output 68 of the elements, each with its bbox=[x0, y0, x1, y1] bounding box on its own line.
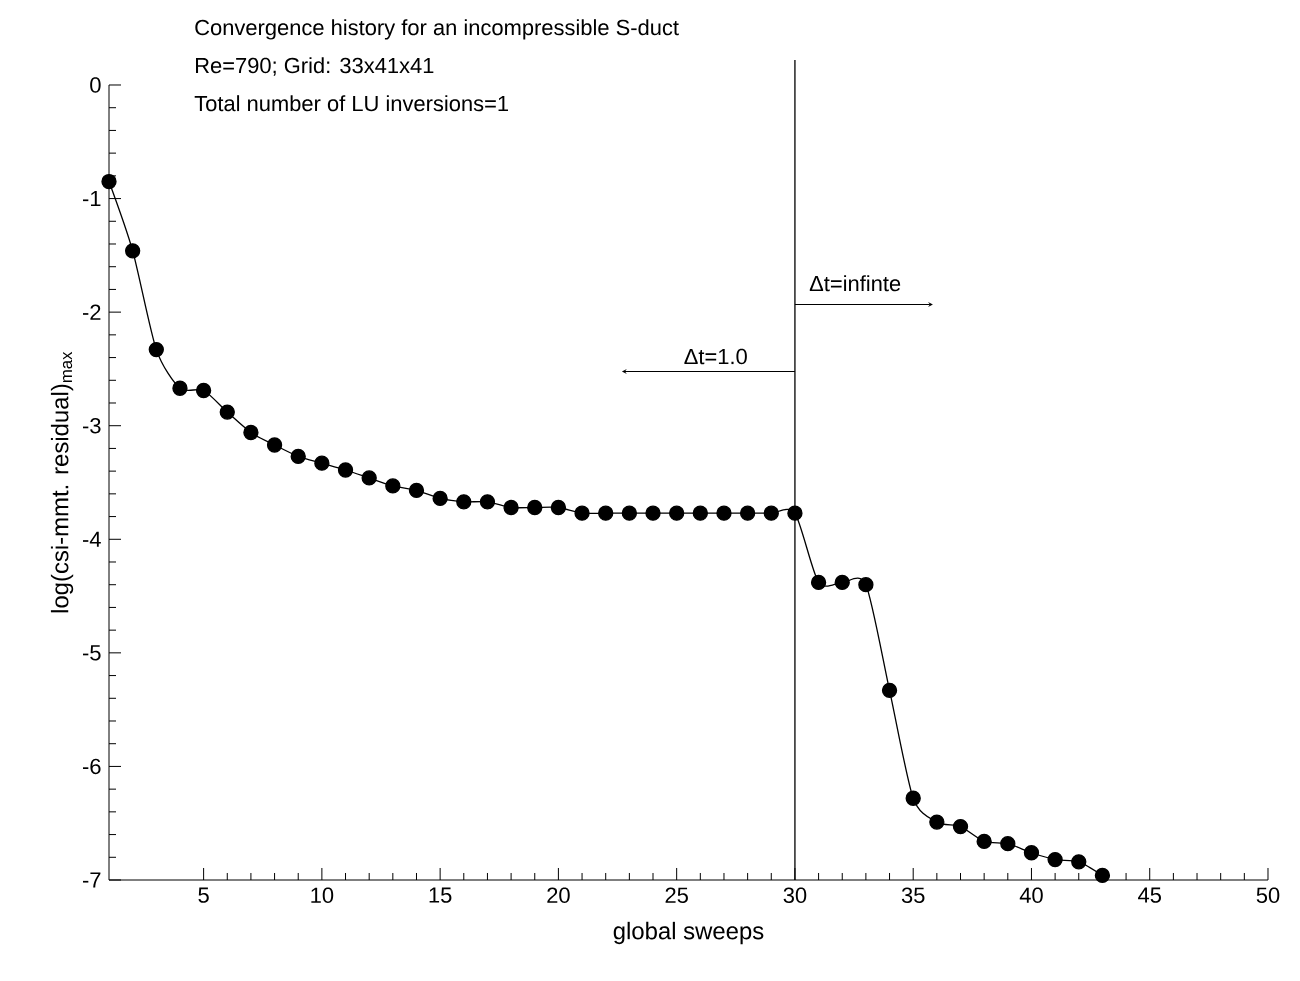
x-tick-label: 30 bbox=[783, 887, 807, 904]
point bbox=[1047, 851, 1063, 868]
point bbox=[337, 462, 354, 478]
point bbox=[881, 682, 898, 698]
point bbox=[787, 505, 803, 521]
point bbox=[621, 505, 638, 521]
annotation: Δt=1.0 bbox=[684, 348, 747, 365]
y-tick-label: -2 bbox=[82, 304, 101, 320]
y-tick-label: -3 bbox=[82, 417, 101, 434]
x-tick-label: 35 bbox=[901, 887, 925, 904]
point bbox=[148, 341, 164, 358]
point bbox=[669, 505, 685, 521]
x-tick-label: 50 bbox=[1256, 887, 1280, 904]
point bbox=[858, 577, 874, 593]
annotation: Δt=infinte bbox=[809, 275, 901, 292]
x-axis-title: global sweeps bbox=[613, 921, 764, 945]
y-tick-label: -4 bbox=[82, 531, 101, 547]
point bbox=[314, 455, 330, 471]
point bbox=[408, 482, 425, 499]
y-tick-label: -6 bbox=[82, 758, 101, 775]
x-tick-label: 40 bbox=[1019, 887, 1043, 904]
point bbox=[125, 243, 141, 259]
point bbox=[645, 505, 661, 521]
y-tick-label: -5 bbox=[82, 645, 101, 661]
y-tick-label: 0 bbox=[90, 77, 101, 93]
point bbox=[716, 505, 732, 521]
point bbox=[195, 382, 212, 399]
point bbox=[172, 380, 188, 396]
y-tick-label: -7 bbox=[82, 872, 101, 888]
chart-title: Convergence history for an incompressible S-duct bbox=[195, 19, 679, 40]
point bbox=[243, 424, 259, 441]
point bbox=[361, 470, 377, 486]
x-tick-label: 20 bbox=[547, 887, 570, 904]
point bbox=[598, 505, 614, 521]
point bbox=[479, 494, 496, 510]
y-tick-label: -1 bbox=[82, 191, 101, 207]
point bbox=[692, 505, 708, 521]
point bbox=[1071, 854, 1087, 870]
point bbox=[574, 505, 590, 521]
point bbox=[550, 499, 567, 516]
point bbox=[834, 574, 850, 591]
x-tick-label: 5 bbox=[198, 887, 209, 903]
point bbox=[527, 499, 543, 516]
point bbox=[385, 478, 401, 494]
point bbox=[219, 404, 235, 420]
x-tick-label: 25 bbox=[665, 887, 688, 904]
point bbox=[763, 505, 779, 521]
point bbox=[290, 448, 306, 465]
x-tick-label: 10 bbox=[311, 887, 334, 904]
point bbox=[952, 818, 969, 835]
point bbox=[976, 833, 992, 850]
point bbox=[1000, 836, 1016, 852]
point bbox=[503, 499, 519, 516]
point bbox=[101, 173, 117, 190]
chart-subtitle: Re=790; Grid: 33x41x41 bbox=[196, 57, 434, 76]
point bbox=[739, 505, 756, 521]
annotation: Total number of LU inversions=1 bbox=[194, 95, 509, 112]
x-tick-label: 15 bbox=[429, 887, 452, 903]
point bbox=[810, 574, 827, 591]
point bbox=[929, 814, 945, 830]
point bbox=[456, 494, 472, 510]
point bbox=[1094, 867, 1111, 884]
point bbox=[266, 437, 283, 453]
point bbox=[905, 790, 921, 806]
point bbox=[1023, 845, 1040, 861]
x-tick-label: 45 bbox=[1138, 887, 1161, 903]
y-axis-title: log(csi-mmt. residual)$_{max}$ bbox=[50, 351, 74, 613]
point bbox=[432, 490, 448, 507]
